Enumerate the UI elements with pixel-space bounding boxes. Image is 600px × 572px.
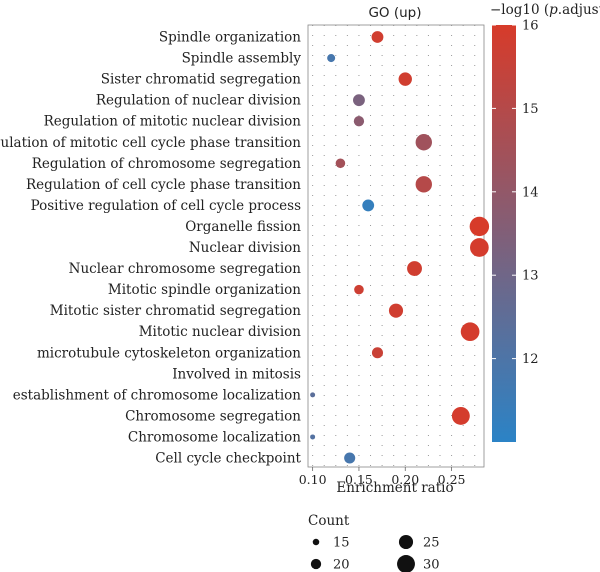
category-label: Nuclear division (189, 240, 301, 256)
data-point (398, 72, 412, 86)
category-label: establishment of chromosome localization (13, 387, 302, 403)
category-label: Spindle assembly (182, 51, 302, 67)
category-label: Regulation of mitotic nuclear division (44, 114, 302, 130)
size-legend: Count 15 20 25 30 (308, 513, 440, 572)
category-label: Positive regulation of cell cycle proces… (31, 198, 302, 214)
size-legend-label: 20 (333, 558, 350, 572)
x-axis-ticks: 0.10 0.15 0.20 0.25 (299, 467, 466, 487)
color-scale-ticks: 12 13 14 15 16 (492, 19, 539, 367)
size-legend-dot (397, 555, 415, 572)
x-tick-label: 0.10 (299, 472, 327, 487)
data-point (460, 322, 480, 342)
data-point (310, 434, 316, 440)
data-point (353, 116, 365, 127)
data-point (371, 347, 384, 359)
size-legend-dot (398, 534, 414, 550)
data-point (371, 31, 384, 43)
x-tick-label: 0.20 (391, 472, 419, 487)
category-label: Organelle fission (185, 219, 301, 235)
data-point (310, 392, 316, 398)
category-label: Mitotic spindle organization (108, 282, 301, 298)
category-label: Mitotic sister chromatid segregation (50, 303, 302, 319)
category-label: Spindle organization (159, 30, 301, 46)
category-label: Chromosome localization (128, 429, 301, 445)
data-point (415, 176, 432, 193)
data-points (310, 31, 490, 464)
color-scale-legend: −log10 (p.adjust) 12 13 14 15 16 (490, 2, 600, 442)
data-point (353, 94, 365, 107)
category-label: Cell cycle checkpoint (155, 451, 301, 467)
data-point (344, 452, 356, 464)
data-point (451, 406, 470, 425)
color-scale-tick-label: 15 (522, 102, 539, 117)
size-legend-dot (310, 558, 322, 570)
color-scale-tick-label: 12 (522, 352, 539, 367)
category-label: microtubule cytoskeleton organization (37, 345, 301, 361)
category-label: Regulation of chromosome segregation (32, 156, 302, 172)
x-axis-title: Enrichment ratio (336, 480, 453, 496)
category-label: Sister chromatid segregation (101, 72, 302, 88)
color-scale-bar (492, 25, 516, 442)
category-label: Regulation of cell cycle phase transitio… (26, 177, 301, 193)
category-label: Chromosome segregation (125, 408, 301, 424)
color-scale-title: −log10 (p.adjust) (490, 2, 600, 18)
color-scale-tick-label: 14 (522, 185, 539, 200)
data-point (354, 284, 364, 295)
plot-frame (307, 24, 485, 468)
plot-grid (312, 25, 476, 467)
category-label: Regulation of nuclear division (96, 93, 301, 109)
size-legend-label: 30 (423, 558, 440, 572)
x-tick-label: 0.15 (345, 472, 373, 487)
size-legend-title: Count (308, 513, 350, 529)
data-point (388, 303, 404, 318)
data-point (327, 54, 336, 63)
data-point (335, 158, 346, 169)
size-legend-label: 25 (423, 536, 440, 551)
data-point (469, 216, 490, 237)
data-point (362, 199, 375, 212)
color-scale-tick-label: 13 (522, 269, 539, 284)
category-label: Regulation of mitotic cell cycle phase t… (0, 135, 301, 151)
data-point (415, 134, 432, 151)
size-legend-dot (312, 538, 320, 546)
chart-title: GO (up) (368, 5, 421, 21)
category-label: Nuclear chromosome segregation (69, 261, 302, 277)
category-label: Mitotic nuclear division (139, 324, 302, 340)
category-label: Involved in mitosis (172, 366, 301, 382)
category-labels: Spindle organization Spindle assembly Sist… (0, 30, 302, 467)
x-tick-label: 0.25 (438, 472, 466, 487)
color-scale-tick-label: 16 (522, 19, 539, 34)
data-point (407, 261, 422, 276)
size-legend-label: 15 (333, 536, 350, 551)
data-point (470, 238, 489, 257)
